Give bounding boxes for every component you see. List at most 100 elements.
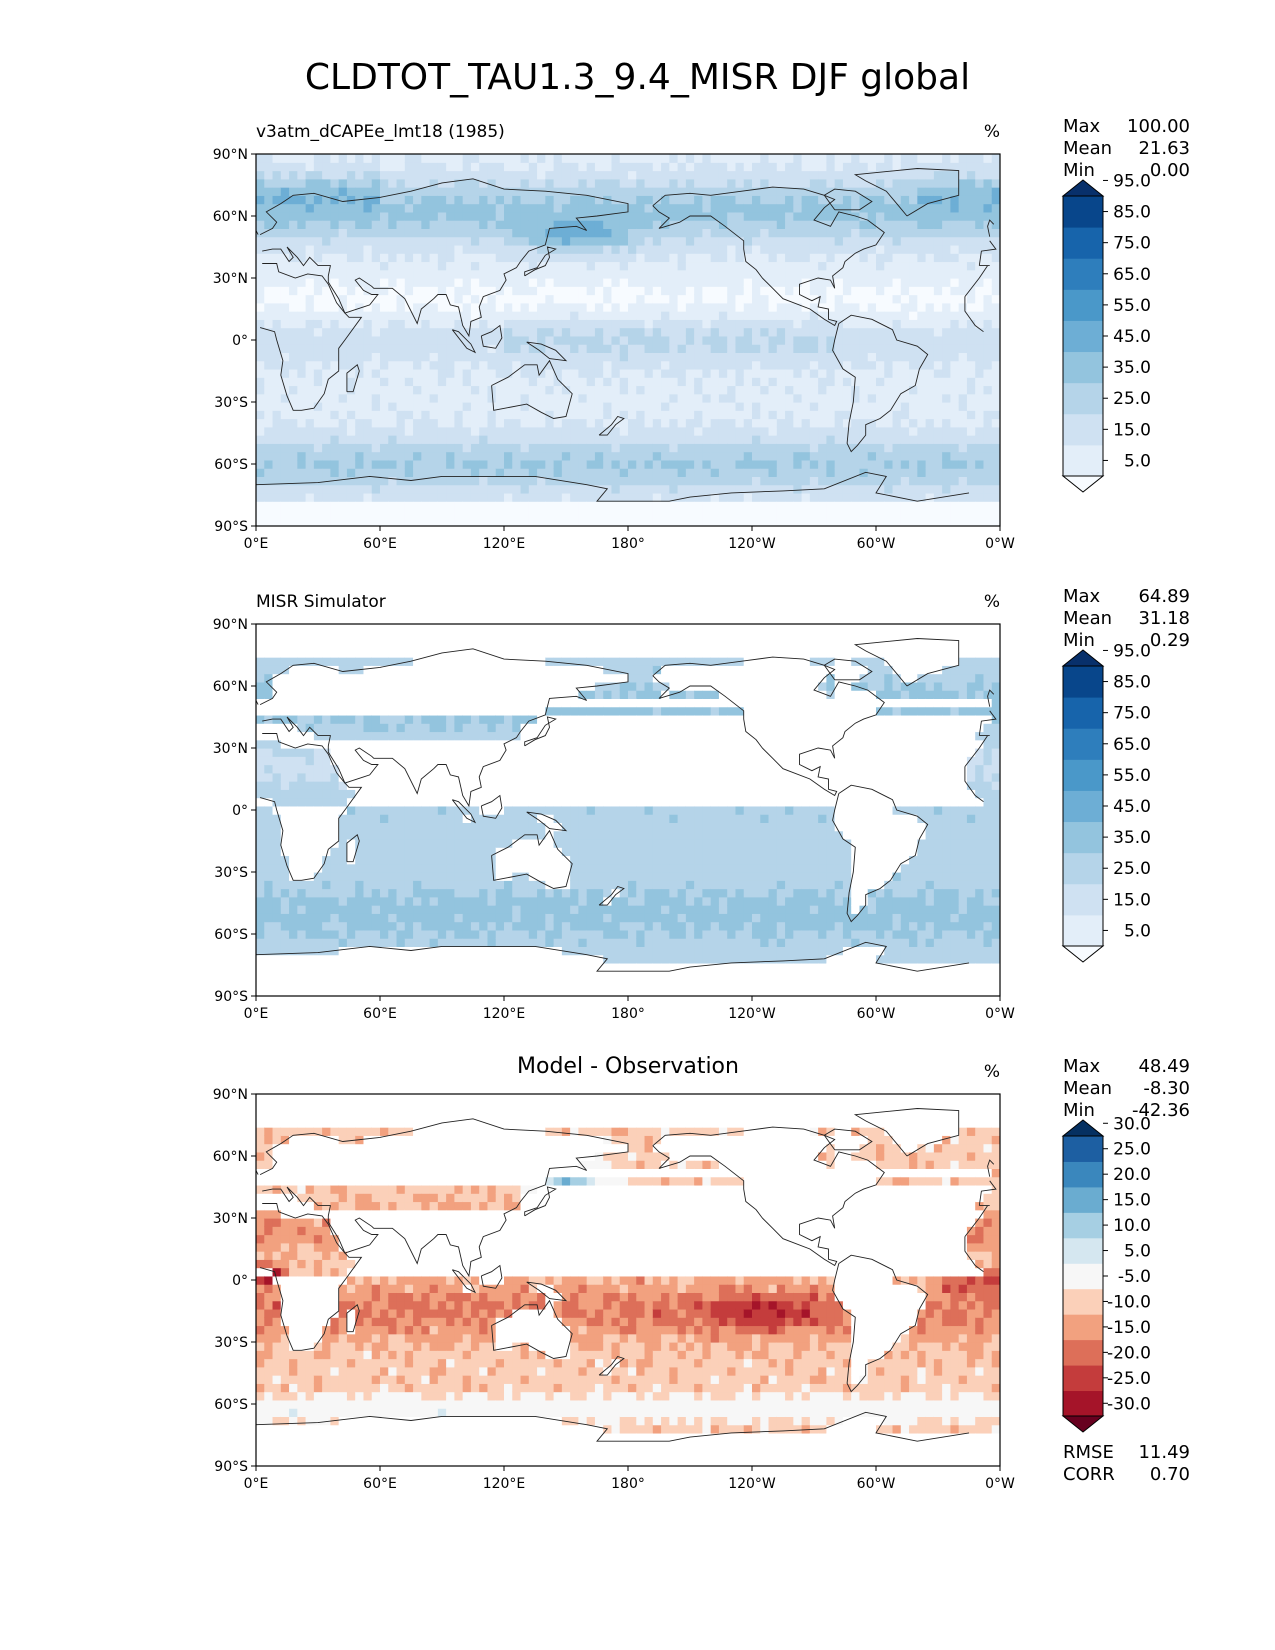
field-cell xyxy=(289,443,298,453)
field-cell xyxy=(768,426,778,436)
field-cell xyxy=(355,468,365,477)
field-cell xyxy=(958,187,968,196)
field-cell xyxy=(537,344,546,353)
field-cell xyxy=(644,203,654,213)
field-cell xyxy=(553,162,563,172)
field-cell xyxy=(628,435,637,444)
field-cell xyxy=(909,435,918,444)
field-cell xyxy=(694,468,703,477)
field-cell xyxy=(925,253,935,263)
field-cell xyxy=(256,632,265,642)
field-cell xyxy=(743,492,753,502)
field-cell xyxy=(735,286,745,296)
field-cell xyxy=(851,269,861,279)
field-cell xyxy=(504,368,513,378)
field-cell xyxy=(644,443,654,453)
field-cell xyxy=(256,971,265,981)
field-cell xyxy=(958,517,968,526)
field-cell xyxy=(380,517,389,526)
field-cell xyxy=(322,484,331,494)
field-cell xyxy=(313,756,323,766)
field-cell xyxy=(983,410,993,420)
field-cell xyxy=(636,344,646,353)
field-cell xyxy=(264,772,274,782)
field-cell xyxy=(280,228,290,238)
field-cell xyxy=(975,162,985,172)
field-cell xyxy=(280,509,290,519)
field-cell xyxy=(380,162,389,172)
field-cell xyxy=(611,476,621,486)
field-cell xyxy=(586,410,596,420)
field-cell xyxy=(396,896,406,906)
field-cell xyxy=(801,443,811,453)
field-cell xyxy=(363,501,373,511)
field-cell xyxy=(462,220,472,229)
field-cell xyxy=(495,327,505,337)
field-cell xyxy=(793,501,803,511)
field-cell xyxy=(909,302,918,312)
field-cell xyxy=(909,170,918,180)
field-cell xyxy=(363,335,373,345)
field-cell xyxy=(884,402,894,411)
field-cell xyxy=(305,946,315,956)
field-cell xyxy=(917,393,927,403)
field-cell xyxy=(570,162,579,172)
field-cell xyxy=(330,261,340,271)
field-cell xyxy=(256,640,265,650)
field-cell xyxy=(512,195,522,205)
field-cell xyxy=(900,178,910,188)
field-cell xyxy=(718,178,728,188)
colorbar-segment xyxy=(1063,382,1103,415)
field-cell xyxy=(909,278,918,287)
field-cell xyxy=(876,501,885,511)
field-cell xyxy=(479,377,489,387)
field-cell xyxy=(917,236,927,246)
field-cell xyxy=(313,360,323,370)
field-cell xyxy=(933,459,943,469)
field-cell xyxy=(363,706,373,716)
field-cell xyxy=(975,170,985,180)
field-cell xyxy=(933,451,943,461)
field-cell xyxy=(570,385,579,395)
field-cell xyxy=(371,847,381,857)
field-cell xyxy=(470,294,480,304)
field-cell xyxy=(619,311,629,320)
field-cell xyxy=(975,236,985,246)
field-cell xyxy=(437,492,447,502)
field-cell xyxy=(512,278,522,287)
field-cell xyxy=(380,714,389,724)
coastline-australia xyxy=(491,359,573,419)
field-cell xyxy=(429,187,439,196)
field-cell xyxy=(619,154,629,163)
field-cell xyxy=(371,517,381,526)
field-cell xyxy=(346,286,356,296)
field-cell xyxy=(264,913,274,923)
field-cell xyxy=(900,278,910,287)
field-cell xyxy=(289,748,298,757)
field-cell xyxy=(628,278,637,287)
field-cell xyxy=(727,517,737,526)
field-cell xyxy=(644,178,654,188)
field-cell xyxy=(264,244,274,254)
field-cell xyxy=(280,830,290,840)
field-cell xyxy=(504,468,513,477)
field-cell xyxy=(958,344,968,353)
field-cell xyxy=(396,797,406,807)
field-cell xyxy=(355,170,365,180)
field-cell xyxy=(272,648,282,658)
field-cell xyxy=(909,402,918,411)
field-cell xyxy=(942,244,951,254)
field-cell xyxy=(396,830,406,840)
field-cell xyxy=(636,517,646,526)
field-cell xyxy=(933,269,943,279)
field-cell xyxy=(553,278,563,287)
field-cell xyxy=(313,987,323,996)
field-cell xyxy=(322,501,331,511)
field-cell xyxy=(743,220,753,229)
field-cell xyxy=(346,814,356,823)
field-cell xyxy=(437,360,447,370)
field-cell xyxy=(933,344,943,353)
field-cell xyxy=(553,385,563,395)
field-cell xyxy=(867,410,877,420)
field-cell xyxy=(520,195,530,205)
